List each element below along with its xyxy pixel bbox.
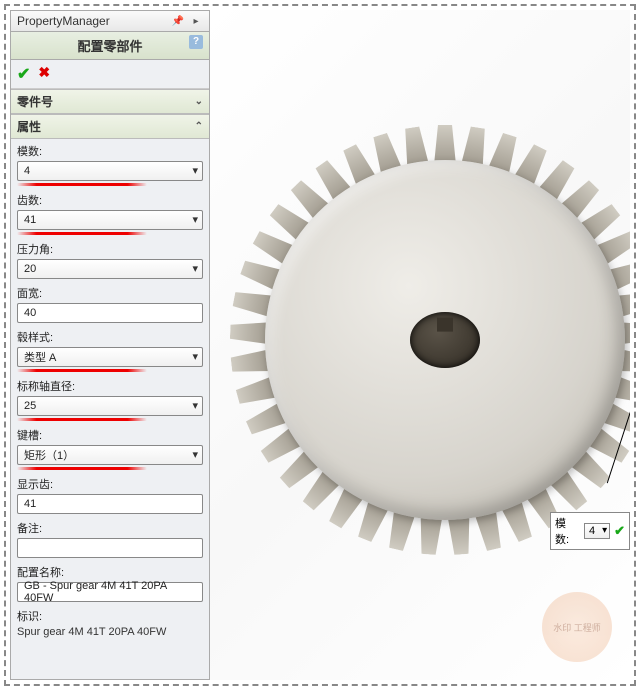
label-remark: 备注: [17,520,203,536]
field-teeth: 齿数: 41 [17,192,203,235]
field-hub-style: 毂样式: 类型 A [17,329,203,372]
highlight-line [17,369,147,372]
dropdown-pressure-angle[interactable]: 20 [17,259,203,279]
highlight-line [17,232,147,235]
app-container: PropertyManager 📌 ▸ 配置零部件 ? ✔ ✖ 零件号 ⌄ 属性… [0,0,640,690]
field-remark: 备注: [17,520,203,558]
float-ok-icon[interactable]: ✔ [614,523,625,539]
field-nominal-shaft: 标称轴直径: 25 [17,378,203,421]
gear-model [210,30,630,650]
float-label-text: 模数: [555,515,580,547]
field-module: 模数: 4 [17,143,203,186]
field-show-teeth: 显示齿: 41 [17,476,203,514]
dropdown-nominal-shaft[interactable]: 25 [17,396,203,416]
label-hub-style: 毂样式: [17,329,203,345]
label-nominal-shaft: 标称轴直径: [17,378,203,394]
input-config-name[interactable]: GB - Spur gear 4M 41T 20PA 40FW [17,582,203,602]
field-tag: 标识: Spur gear 4M 41T 20PA 40FW [17,608,203,638]
label-show-teeth: 显示齿: [17,476,203,492]
pm-header: PropertyManager 📌 ▸ [11,11,209,32]
label-module: 模数: [17,143,203,159]
ok-button[interactable]: ✔ [17,64,30,84]
label-face-width: 面宽: [17,285,203,301]
form-body: 模数: 4 齿数: 41 压力角: 20 面宽: 40 毂样式: 类型 A [11,139,209,679]
dropdown-teeth[interactable]: 41 [17,210,203,230]
field-face-width: 面宽: 40 [17,285,203,323]
property-manager-panel: PropertyManager 📌 ▸ 配置零部件 ? ✔ ✖ 零件号 ⌄ 属性… [10,10,210,680]
float-label[interactable]: 模数: 4 ✔ [550,512,630,550]
input-remark[interactable] [17,538,203,558]
label-keyway: 键槽: [17,427,203,443]
section-properties-label: 属性 [17,118,41,135]
field-config-name: 配置名称: GB - Spur gear 4M 41T 20PA 40FW [17,564,203,602]
config-title: 配置零部件 [77,39,142,54]
help-icon[interactable]: ? [189,35,203,49]
value-tag: Spur gear 4M 41T 20PA 40FW [17,626,166,638]
label-config-name: 配置名称: [17,564,203,580]
config-titlebar: 配置零部件 ? [11,32,209,60]
field-pressure-angle: 压力角: 20 [17,241,203,279]
arrow-icon[interactable]: ▸ [189,14,203,28]
dropdown-hub-style[interactable]: 类型 A [17,347,203,367]
dropdown-keyway[interactable]: 矩形（1） [17,445,203,465]
gear-keyway [437,318,453,332]
pin-icon[interactable]: 📌 [171,14,185,28]
highlight-line [17,467,147,470]
pm-title: PropertyManager [17,14,110,28]
watermark: 水印 工程师 [542,592,612,662]
label-tag: 标识: [17,608,203,624]
label-pressure-angle: 压力角: [17,241,203,257]
highlight-line [17,183,147,186]
cancel-button[interactable]: ✖ [38,64,50,84]
field-keyway: 键槽: 矩形（1） [17,427,203,470]
section-part-number[interactable]: 零件号 ⌄ [11,89,209,114]
3d-viewport[interactable]: 模数: 4 ✔ 水印 工程师 [210,10,630,680]
chevron-down-icon: ⌄ [195,96,203,107]
section-properties[interactable]: 属性 ⌃ [11,114,209,139]
highlight-line [17,418,147,421]
label-teeth: 齿数: [17,192,203,208]
pm-header-icons: 📌 ▸ [171,14,203,28]
input-show-teeth[interactable]: 41 [17,494,203,514]
section-part-number-label: 零件号 [17,93,53,110]
input-face-width[interactable]: 40 [17,303,203,323]
ok-cancel-bar: ✔ ✖ [11,60,209,89]
float-dropdown[interactable]: 4 [584,523,610,539]
chevron-up-icon: ⌃ [195,121,203,132]
dropdown-module[interactable]: 4 [17,161,203,181]
